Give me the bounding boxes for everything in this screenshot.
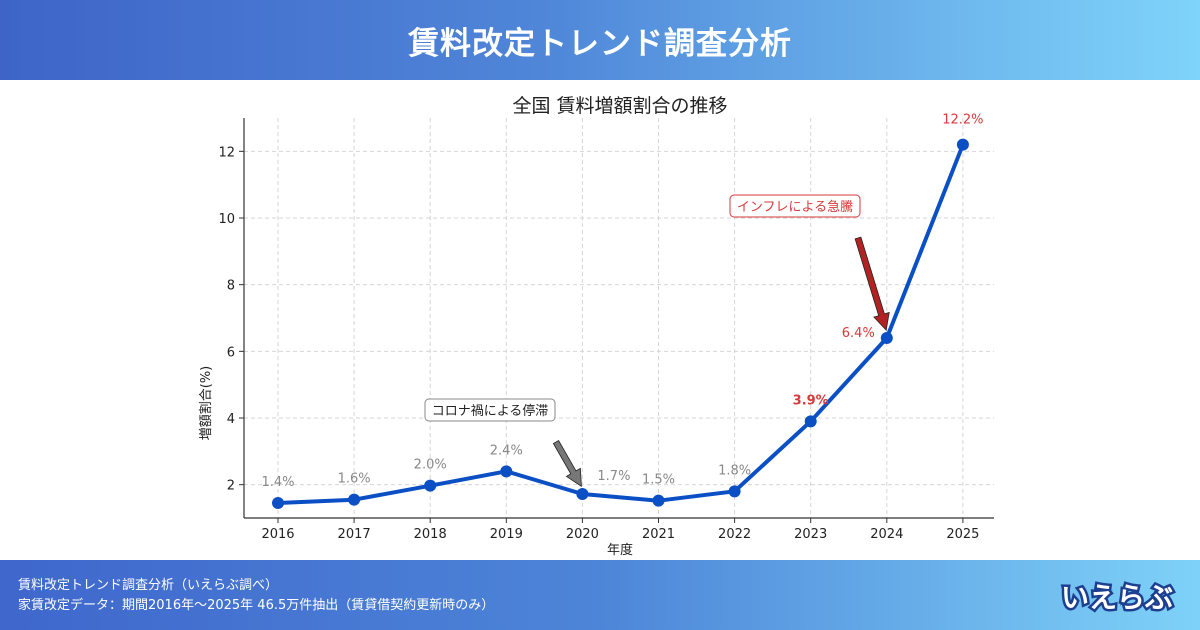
series-line (277, 143, 965, 505)
data-point (728, 485, 741, 498)
footer-data-note: 家賃改定データ：期間2016年〜2025年 46.5万件抽出（賃貸借契約更新時の… (18, 598, 495, 613)
annotation-box (729, 194, 861, 218)
data-point (424, 479, 437, 492)
chart-area: 全国 賃料増額割合の推移 2016 2017 2018 2019 2020 2021 202… (0, 80, 1200, 560)
footer-banner: 賃料改定トレンド調査分析（いえらぶ調べ） 家賃改定データ：期間2016年〜202… (0, 560, 1200, 630)
y-axis-label: 増額割合(%) (198, 366, 214, 441)
data-point (880, 332, 893, 344)
y-tick-label: 2 (227, 479, 235, 494)
data-label: 2.4% (490, 443, 523, 458)
x-tick-label: 2018 (414, 527, 447, 542)
annotation-text: コロナ禍による停滞 (432, 403, 549, 419)
page-title: 賃料改定トレンド調査分析 (408, 25, 792, 62)
data-point (348, 493, 361, 506)
data-label: 1.5% (642, 473, 675, 488)
annotations: コロナ禍による停滞 インフレによる急騰 (424, 194, 890, 488)
x-axis-label: 年度 (607, 542, 633, 558)
data-point (804, 415, 817, 428)
line-chart: 全国 賃料増額割合の推移 2016 2017 2018 2019 2020 2021 202… (198, 95, 994, 558)
brand-logo: いえらぶ (1058, 579, 1175, 617)
grid (244, 118, 994, 518)
annotation-text: インフレによる急騰 (737, 199, 853, 215)
x-tick-label: 2017 (338, 527, 371, 542)
axes: 2016 2017 2018 2019 2020 2021 2022 2023 2024 2025… (218, 118, 994, 542)
x-tick-label: 2020 (566, 527, 599, 542)
x-tick-label: 2024 (870, 527, 903, 542)
data-labels: 1.4% 1.6% 2.0% 2.4% 1.7% 1.5% 1.8% 3.9% 6.4% 12.2… (261, 113, 983, 490)
svg-text:いえらぶ: いえらぶ (1061, 581, 1173, 614)
series (272, 138, 969, 509)
data-label: 1.8% (718, 463, 751, 478)
data-label: 1.7% (597, 469, 630, 484)
annotation-arrow (552, 439, 582, 488)
data-point (652, 494, 665, 507)
data-point (956, 138, 969, 151)
y-tick-label: 6 (227, 345, 235, 360)
data-point (576, 488, 589, 500)
chart-title: 全国 賃料増額割合の推移 (512, 95, 727, 117)
data-label: 1.4% (261, 475, 294, 490)
data-point (272, 497, 284, 509)
y-tick-label: 10 (218, 212, 235, 227)
y-tick-label: 4 (227, 412, 235, 427)
x-tick-label: 2022 (718, 527, 751, 542)
data-point (500, 465, 513, 478)
header-banner: 賃料改定トレンド調査分析 (0, 0, 1200, 80)
annotation-arrow (854, 236, 890, 331)
data-label: 3.9% (793, 393, 829, 408)
annotation-box (424, 398, 556, 422)
x-tick-label: 2025 (946, 527, 979, 542)
x-tick-label: 2019 (490, 527, 523, 542)
x-tick-label: 2023 (794, 527, 827, 542)
data-label: 1.6% (338, 472, 371, 487)
footer-source: 賃料改定トレンド調査分析（いえらぶ調べ） (18, 578, 279, 593)
data-label: 6.4% (842, 326, 875, 341)
y-tick-label: 8 (227, 279, 235, 294)
x-tick-label: 2021 (642, 527, 675, 542)
data-label: 2.0% (414, 458, 447, 473)
data-label: 12.2% (942, 113, 983, 128)
x-tick-label: 2016 (261, 527, 294, 542)
y-tick-label: 12 (218, 145, 235, 160)
